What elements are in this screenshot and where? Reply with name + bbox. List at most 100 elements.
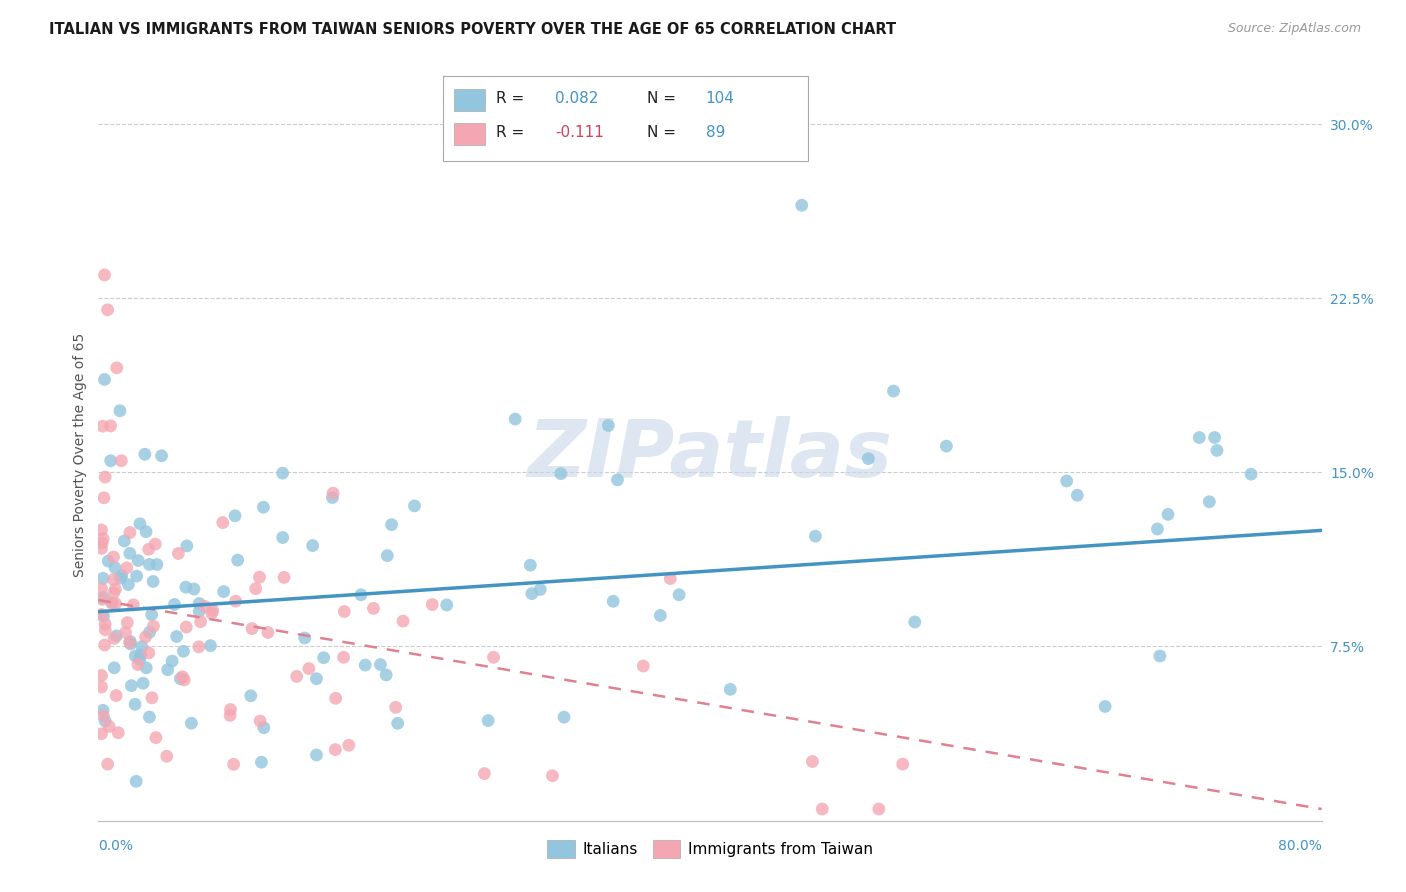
Point [90,668,112,682]
Point [718,682,741,697]
Point [150,449,173,463]
Point [90,582,112,596]
Point [801,755,824,769]
Text: 0.0%: 0.0% [98,838,134,853]
Point [1157,508,1180,522]
Point [163,598,186,612]
Point [257,625,280,640]
Point [1094,699,1116,714]
Point [143,537,166,551]
Point [219,708,242,723]
Point [659,572,682,586]
Point [477,714,499,728]
Point [1240,467,1263,482]
Point [333,605,356,619]
Point [156,663,179,677]
Point [222,757,245,772]
Legend: Italians, Immigrants from Taiwan: Italians, Immigrants from Taiwan [541,834,879,864]
Point [104,582,127,597]
Point [387,716,409,731]
Point [858,451,880,466]
Point [117,615,139,630]
Point [174,620,197,634]
Point [183,582,205,596]
Point [375,668,398,682]
Point [138,646,160,660]
Point [173,673,195,687]
Point [135,661,157,675]
Text: Source: ZipAtlas.com: Source: ZipAtlas.com [1227,22,1361,36]
Point [1188,430,1211,444]
Point [392,614,415,628]
Point [98,719,121,733]
Text: 0.082: 0.082 [555,91,599,105]
Point [891,757,914,772]
Point [294,631,316,645]
Point [105,360,128,375]
Point [90,541,112,556]
Text: N =: N = [647,91,681,105]
Point [94,616,117,631]
Point [120,679,142,693]
Point [271,466,294,480]
Point [224,508,246,523]
Point [804,529,827,543]
Point [169,672,191,686]
Point [91,532,114,546]
Point [90,727,112,741]
Point [337,739,360,753]
Point [118,525,141,540]
Point [101,596,124,610]
Point [883,384,905,398]
Point [312,650,335,665]
Text: N =: N = [647,125,681,139]
Point [124,698,146,712]
Point [384,700,406,714]
Point [350,588,373,602]
Point [138,710,160,724]
Point [146,558,169,572]
Point [194,599,217,614]
Point [436,598,458,612]
Point [188,597,211,611]
Point [103,573,125,587]
Point [273,570,295,584]
Point [90,523,112,537]
Point [131,640,153,654]
Point [118,635,141,649]
Text: R =: R = [496,91,530,105]
Point [354,658,377,673]
Point [105,629,128,643]
Point [103,549,125,564]
Point [93,491,115,505]
Point [219,702,242,716]
Point [93,638,115,652]
Point [519,558,541,573]
Point [1066,488,1088,502]
Point [633,659,655,673]
Point [122,598,145,612]
Point [380,517,402,532]
Point [1206,443,1229,458]
Text: ZIPatlas: ZIPatlas [527,416,893,494]
Point [90,680,112,694]
Point [142,619,165,633]
Point [1149,648,1171,663]
Point [322,486,344,500]
Point [176,539,198,553]
Point [370,657,392,672]
Point [172,670,194,684]
Point [553,710,575,724]
Point [301,539,323,553]
Point [103,632,125,646]
Point [97,554,120,568]
Point [1056,474,1078,488]
Point [529,582,551,597]
Point [363,601,385,615]
Point [404,499,426,513]
Point [252,500,274,515]
Point [93,268,115,282]
Point [114,625,136,640]
Point [305,672,328,686]
Point [325,691,347,706]
